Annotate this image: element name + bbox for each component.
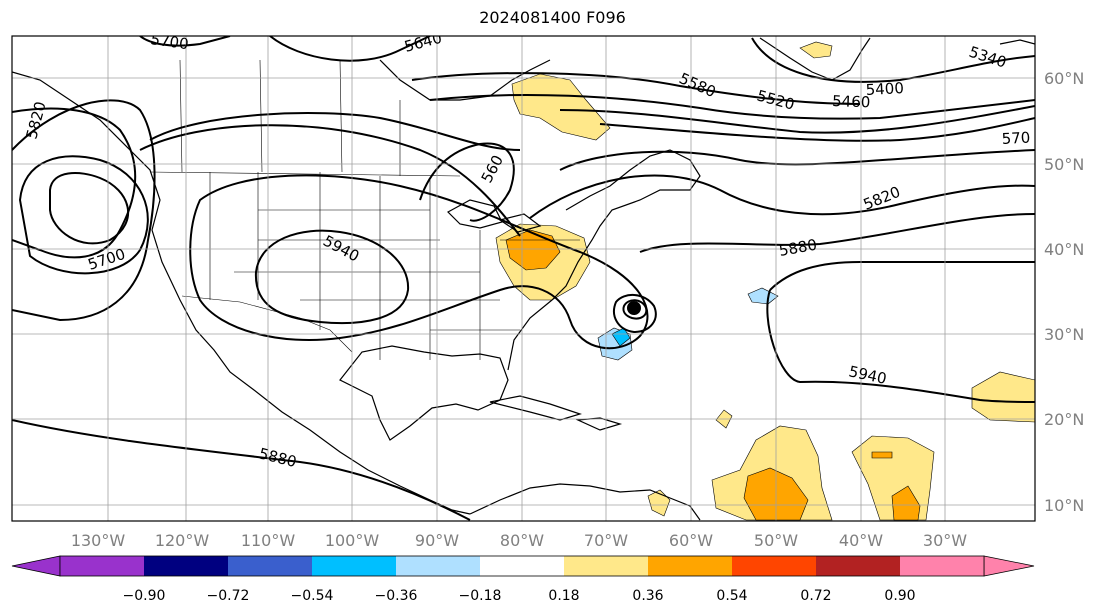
colorbar-segment [228, 556, 312, 576]
colorbar-segment [312, 556, 396, 576]
cyclone-center-marker [627, 301, 641, 315]
contour-5820-ridge [139, 124, 521, 237]
colorbar-segment [816, 556, 900, 576]
lat-label: 30°N [1044, 325, 1084, 344]
colorbar-label: 0.90 [884, 588, 915, 604]
colorbar-label: −0.72 [207, 588, 250, 604]
cuba [489, 395, 582, 421]
map-title: 2024081400 F096 [479, 8, 626, 27]
colorbar-segment [396, 556, 480, 576]
contour-5580 [411, 72, 861, 105]
lat-label: 40°N [1044, 240, 1084, 259]
contour-5880-east [639, 213, 1035, 253]
colorbar-label: 0.36 [632, 588, 663, 604]
lon-label: 80°W [500, 531, 544, 550]
lon-label: 100°W [325, 531, 380, 550]
lat-label: 10°N [1044, 496, 1084, 515]
lat-label: 20°N [1044, 410, 1084, 429]
colorbar-segment [648, 556, 732, 576]
great-lakes [447, 199, 542, 233]
colorbar-label: −0.90 [123, 588, 166, 604]
contour-5700-north [139, 36, 231, 47]
positive-anomaly-greenland [799, 41, 833, 59]
lat-label: 60°N [1044, 69, 1084, 88]
colorbar-segment [732, 556, 816, 576]
lon-label: 130°W [71, 531, 126, 550]
colorbar-label: 0.18 [548, 588, 579, 604]
contour-560 [419, 142, 515, 222]
colorbar-outline [59, 555, 985, 577]
lon-label: 90°W [415, 531, 459, 550]
contour-5520 [429, 93, 1035, 120]
us-canada-border [149, 171, 461, 177]
lon-label: 120°W [155, 531, 210, 550]
gridlines [12, 36, 1035, 521]
contour-low-west [49, 172, 129, 245]
map-area: 5700 5820 5700 5940 5640 560 5580 5520 5… [12, 30, 1035, 521]
hudson-bay [379, 59, 551, 101]
south-america-coast [469, 483, 701, 521]
contour-label: 5400 [865, 79, 904, 99]
contour-5400 [599, 117, 1035, 142]
contour-5880-south [12, 419, 471, 521]
lon-label: 70°W [584, 531, 628, 550]
province-lines [179, 59, 401, 176]
contour-labels: 5700 5820 5700 5940 5640 560 5580 5520 5… [22, 30, 1031, 471]
colorbar-segment [144, 556, 228, 576]
contour-5640 [269, 36, 431, 62]
colorbar-extend-low [11, 555, 61, 577]
lon-label: 30°W [923, 531, 967, 550]
lat-label: 50°N [1044, 155, 1084, 174]
positive-anomaly-small-2 [647, 489, 671, 517]
contour-5940-east [766, 261, 1035, 403]
colorbar-labels: −0.90 −0.72 −0.54 −0.36 −0.18 0.18 0.36 … [123, 588, 916, 604]
contour-5700-west [12, 107, 137, 259]
contour-570 [559, 149, 1035, 171]
north-america-coast [12, 71, 471, 515]
longitude-labels: 130°W 120°W 110°W 100°W 90°W 80°W 70°W 6… [71, 531, 967, 550]
latitude-labels: 60°N 50°N 40°N 30°N 20°N 10°N [1044, 69, 1084, 515]
lon-label: 110°W [241, 531, 296, 550]
lon-label: 60°W [669, 531, 713, 550]
contour-5880-ridge [189, 174, 649, 350]
colorbar-segment [564, 556, 648, 576]
lon-label: 40°W [839, 531, 883, 550]
positive-anomaly-small-3 [871, 451, 893, 459]
colorbar-extend-high [983, 555, 1035, 577]
colorbar-segment [480, 556, 564, 576]
contour-5820-east [529, 174, 1035, 219]
positive-anomaly-tropic-3 [971, 371, 1035, 423]
negative-anomaly-florida-core [611, 327, 631, 347]
colorbar-label: 0.54 [716, 588, 747, 604]
contour-cyclone-inner [622, 299, 648, 320]
lon-label: 50°W [754, 531, 798, 550]
map-frame [11, 35, 1036, 522]
negative-anomaly-atlantic [747, 287, 779, 305]
contour-low-west-inner [18, 155, 149, 275]
iceland [999, 39, 1035, 45]
coastlines [12, 37, 1035, 521]
colorbar-label: −0.18 [459, 588, 502, 604]
colorbar-label: −0.54 [291, 588, 334, 604]
contour-cyclone-outer [613, 294, 657, 334]
colorbar-segment [900, 556, 984, 576]
positive-anomaly-tropic-2-core [891, 485, 921, 521]
contour-label: 5700 [149, 30, 189, 53]
colorbar-label: −0.36 [375, 588, 418, 604]
contour-label: 5460 [832, 92, 871, 111]
contour-5460 [559, 105, 1035, 134]
height-contours [12, 36, 1035, 521]
colorbar [11, 555, 1035, 577]
state-lines [209, 172, 580, 360]
contour-5340 [751, 37, 1035, 83]
colorbar-label: 0.72 [800, 588, 831, 604]
contour-label: 570 [1001, 129, 1031, 148]
colorbar-segment [60, 556, 144, 576]
contour-5940-ridge [254, 229, 410, 325]
